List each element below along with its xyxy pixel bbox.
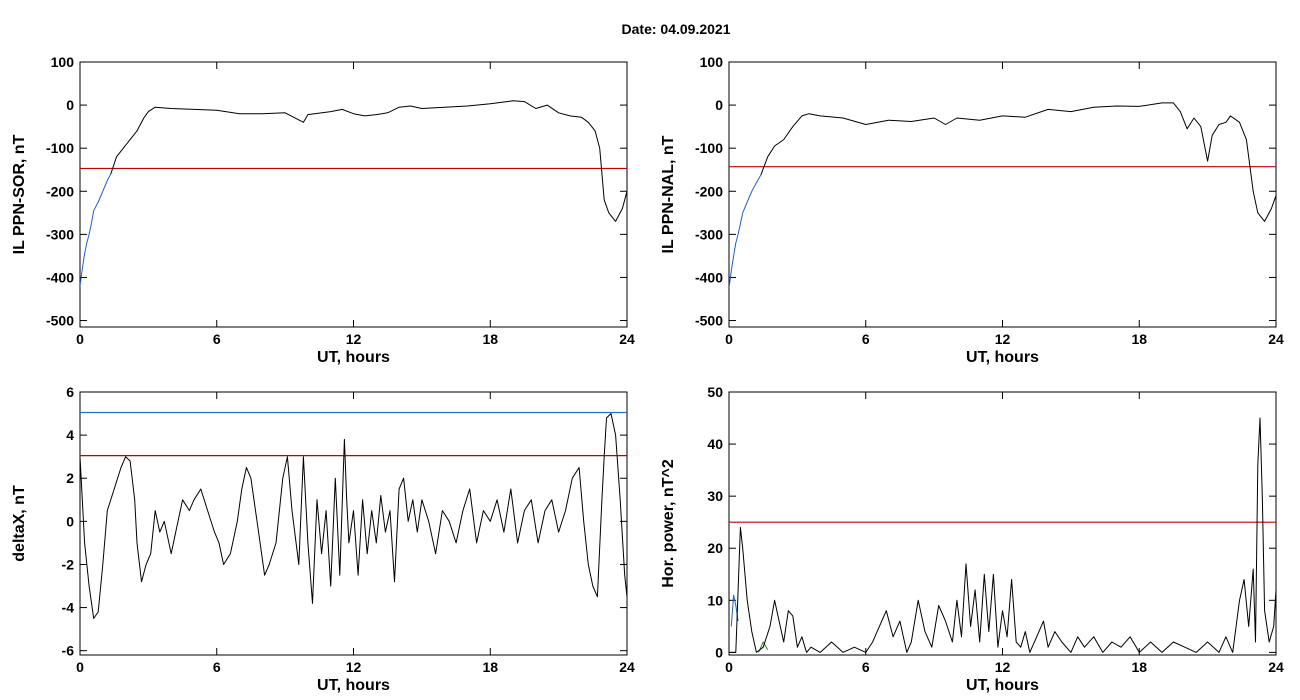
hor-power-yaxis-label: Hor. power, nT^2: [660, 459, 677, 588]
hor-power-ytick-label: 30: [707, 488, 723, 504]
deltax-ytick-label: -4: [62, 600, 75, 616]
panel-hor-power: 50 40 30 20 10 00 6 12 18 24 UT, hours Hor. power, …: [660, 384, 1284, 694]
il-sor-ytick-label: -400: [46, 269, 74, 285]
deltax-xtick-label: 24: [619, 659, 635, 675]
deltax-xtick-label: 12: [346, 659, 362, 675]
hor-power-ytick-label: 0: [715, 644, 723, 660]
deltax-xtick-label: 6: [213, 659, 221, 675]
il-nal-yaxis-label: IL PPN-NAL, nT: [660, 135, 677, 253]
deltax-xtick-label: 0: [76, 659, 84, 675]
il-nal-ytick-label: -200: [695, 183, 723, 199]
deltax-ytick-label: -2: [62, 556, 75, 572]
il-nal-series-line: [760, 102, 1276, 222]
il-nal-xtick-label: 18: [1131, 331, 1147, 347]
il-nal-xtick-label: 0: [725, 331, 733, 347]
hor-power-xtick-label: 18: [1131, 659, 1147, 675]
hor-power-xtick-label: 6: [862, 659, 870, 675]
deltax-ytick-label: 4: [66, 427, 74, 443]
il-nal-ytick-label: -300: [695, 226, 723, 242]
il-sor-series-line: [110, 100, 627, 222]
il-sor-xtick-label: 0: [76, 331, 84, 347]
deltax-xaxis-label: UT, hours: [317, 677, 390, 694]
il-sor-xtick-label: 24: [619, 331, 635, 347]
il-sor-ytick-label: -100: [46, 140, 74, 156]
deltax-plot-frame: [79, 391, 628, 656]
hor-power-series-line: [729, 417, 1276, 653]
il-nal-plot-frame: [728, 61, 1277, 328]
il-nal-ytick-label: 0: [715, 97, 723, 113]
il-sor-ytick-label: -300: [46, 226, 74, 242]
il-sor-xtick-label: 18: [482, 331, 498, 347]
hor-power-xtick-label: 0: [725, 659, 733, 675]
hor-power-ytick-label: 50: [707, 384, 723, 400]
deltax-series-line: [80, 413, 627, 619]
il-nal-ytick-label: 100: [700, 54, 724, 70]
hor-power-data-layer: [729, 417, 1276, 653]
deltax-ytick-label: 0: [66, 513, 74, 529]
il-sor-plot-frame: [79, 61, 628, 328]
il-sor-ytick-label: -200: [46, 183, 74, 199]
il-sor-xtick-label: 6: [213, 331, 221, 347]
il-nal-xtick-label: 24: [1268, 331, 1284, 347]
hor-power-xtick-label: 24: [1268, 659, 1284, 675]
il-sor-xaxis-label: UT, hours: [317, 349, 390, 366]
il-sor-xtick-label: 12: [346, 331, 362, 347]
il-sor-data-layer: [80, 100, 627, 287]
deltax-ytick-label: 6: [66, 384, 74, 400]
il-nal-data-layer: [729, 102, 1276, 289]
il-nal-ytick-label: -500: [695, 313, 723, 329]
deltax-xtick-label: 18: [482, 659, 498, 675]
deltax-ytick-label: 2: [66, 470, 74, 486]
il-sor-ytick-label: 0: [66, 97, 74, 113]
deltax-yaxis-label: deltaX, nT: [11, 485, 28, 562]
il-nal-xtick-label: 12: [995, 331, 1011, 347]
hor-power-plot-frame: [728, 391, 1277, 656]
il-nal-ytick-label: -100: [695, 140, 723, 156]
il-nal-xtick-label: 6: [862, 331, 870, 347]
hor-power-ytick-label: 20: [707, 540, 723, 556]
il-nal-ytick-label: -400: [695, 269, 723, 285]
il-sor-ytick-label: 100: [51, 54, 75, 70]
il-sor-series-line: [80, 173, 112, 287]
il-sor-ytick-label: -500: [46, 313, 74, 329]
il-sor-yaxis-label: IL PPN-SOR, nT: [11, 134, 28, 254]
deltax-data-layer: [80, 411, 627, 619]
il-nal-series-line: [729, 174, 762, 289]
figure-date-title: Date: 04.09.2021: [622, 21, 731, 37]
hor-power-ytick-label: 40: [707, 436, 723, 452]
hor-power-ytick-label: 10: [707, 592, 723, 608]
deltax-ytick-label: -6: [62, 643, 75, 659]
hor-power-xtick-label: 12: [995, 659, 1011, 675]
hor-power-xaxis-label: UT, hours: [966, 677, 1039, 694]
il-nal-xaxis-label: UT, hours: [966, 349, 1039, 366]
